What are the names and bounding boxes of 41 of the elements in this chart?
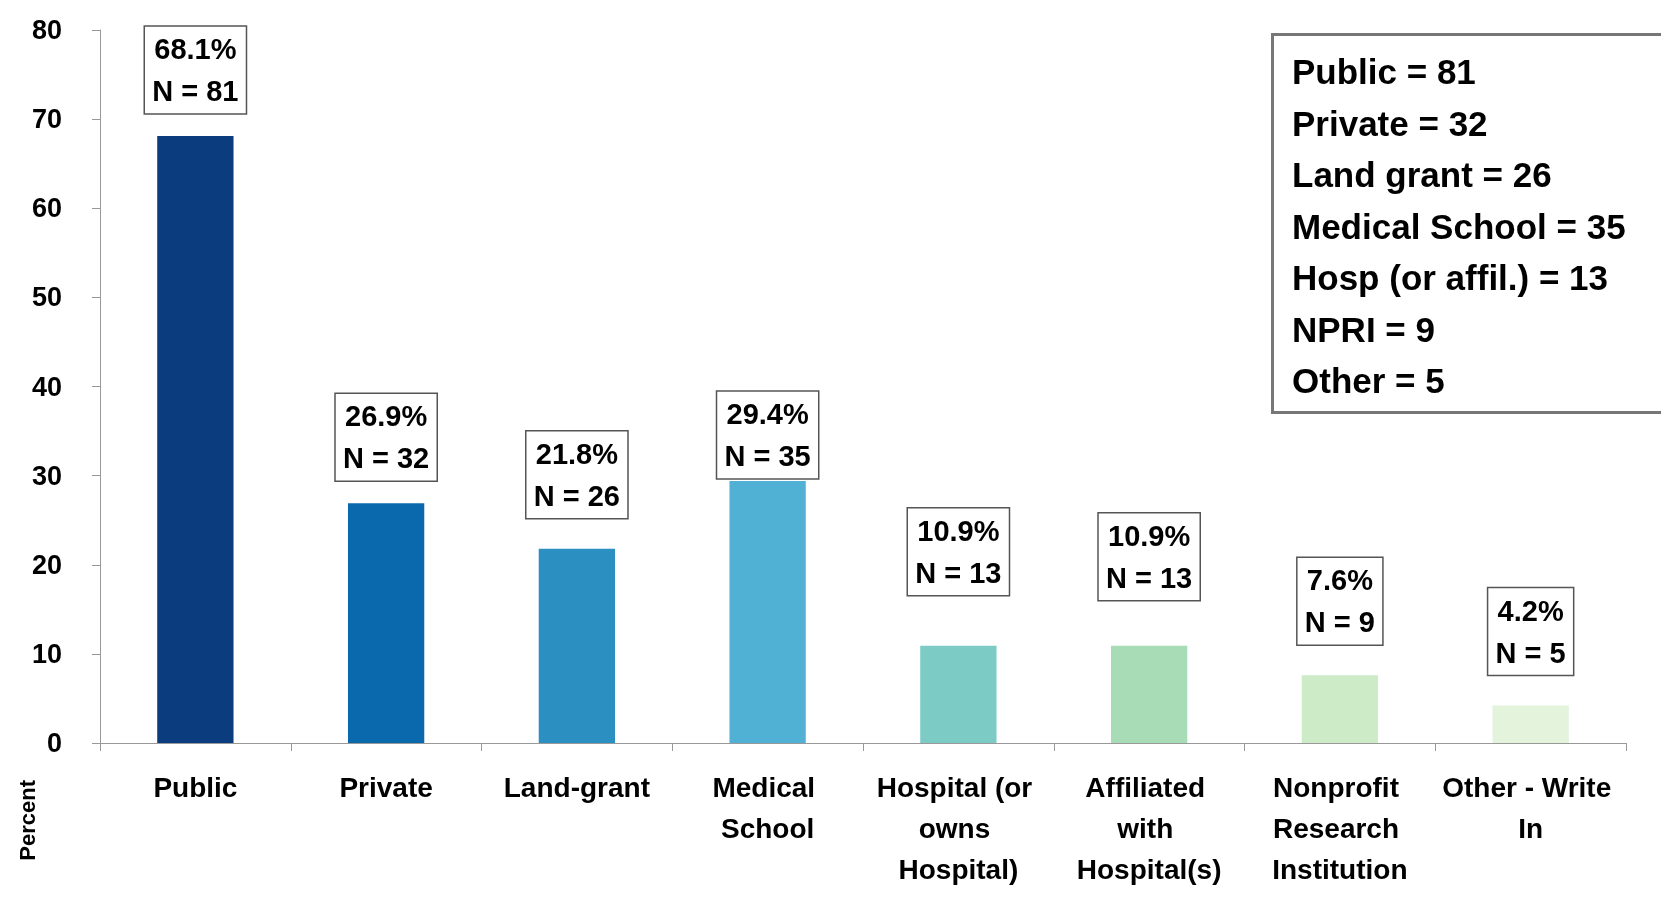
annotation: Private = 32 bbox=[1292, 103, 1488, 143]
x-tick-label: Land-grant bbox=[503, 772, 650, 803]
annotation: Public = 81 bbox=[1292, 52, 1476, 92]
annotation: Land grant = 26 bbox=[1292, 155, 1552, 195]
bar bbox=[538, 548, 616, 743]
y-tick-label: 20 bbox=[31, 549, 62, 580]
data-label: 21.8% N = 26 bbox=[533, 437, 620, 512]
x-tick-label: Nonprofit Research Institution bbox=[1272, 772, 1408, 885]
y-tick-label: 30 bbox=[31, 460, 62, 491]
x-tick-label: Other - Write In bbox=[1442, 772, 1620, 844]
data-label: 26.9% N = 32 bbox=[343, 400, 430, 475]
y-tick-label: 40 bbox=[31, 371, 62, 402]
data-label: 29.4% N = 35 bbox=[724, 397, 811, 472]
bar bbox=[157, 136, 234, 743]
x-tick-label: Public bbox=[153, 772, 238, 803]
data-label: 7.6% N = 9 bbox=[1304, 564, 1375, 639]
bar bbox=[347, 503, 425, 743]
bar bbox=[920, 645, 997, 743]
data-label: 10.9% N = 13 bbox=[1106, 519, 1193, 594]
x-tick-label: Medical School bbox=[712, 772, 823, 844]
annotation: Other = 5 bbox=[1292, 361, 1445, 401]
x-tick-label: Affiliated with Hospital(s) bbox=[1076, 772, 1222, 885]
data-label: 4.2% N = 5 bbox=[1495, 594, 1566, 669]
bar bbox=[729, 480, 806, 743]
annotation: NPRI = 9 bbox=[1292, 309, 1435, 349]
annotation: Medical School = 35 bbox=[1292, 206, 1626, 246]
x-tick-label: Hospital (or owns Hospital) bbox=[876, 772, 1041, 885]
data-label: 68.1% N = 81 bbox=[152, 33, 239, 108]
bar bbox=[1492, 705, 1569, 743]
y-tick-label: 70 bbox=[31, 104, 62, 135]
y-tick-label: 60 bbox=[31, 193, 62, 224]
y-tick-label: 0 bbox=[46, 728, 62, 758]
y-tick-label: 80 bbox=[31, 15, 62, 45]
y-tick-label: 10 bbox=[31, 638, 62, 669]
y-axis-title: Percent bbox=[14, 779, 40, 861]
bar bbox=[1301, 675, 1379, 743]
annotation: Hosp (or affil.) = 13 bbox=[1292, 258, 1609, 298]
bar bbox=[1110, 645, 1188, 743]
data-label: 10.9% N = 13 bbox=[915, 514, 1002, 589]
y-tick-label: 50 bbox=[31, 282, 62, 313]
x-tick-label: Private bbox=[339, 772, 433, 803]
